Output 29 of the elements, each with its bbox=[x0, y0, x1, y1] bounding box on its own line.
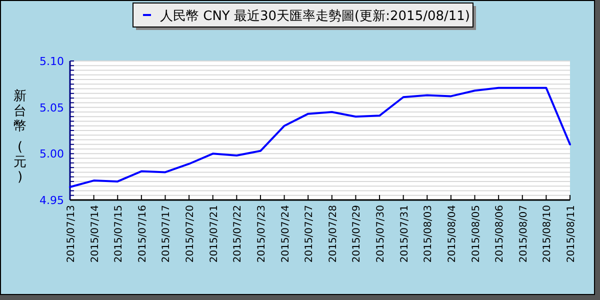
x-tick-label: 2015/07/31 bbox=[399, 205, 410, 263]
y-tick-label: 5.05 bbox=[40, 101, 64, 114]
x-tick-label: 2015/07/24 bbox=[280, 205, 292, 263]
x-tick-label: 2015/07/14 bbox=[90, 205, 101, 263]
x-tick-label: 2015/07/16 bbox=[137, 205, 148, 263]
y-axis-title: 新台幣 (元) bbox=[14, 89, 26, 185]
x-tick-label: 2015/07/13 bbox=[66, 205, 77, 263]
x-tick-label: 2015/07/15 bbox=[114, 205, 125, 263]
x-tick-label: 2015/08/04 bbox=[446, 205, 458, 263]
x-tick-label: 2015/07/17 bbox=[161, 205, 172, 263]
x-tick-label: 2015/08/10 bbox=[542, 205, 554, 263]
y-tick-label: 5.10 bbox=[40, 55, 64, 68]
x-tick-label: 2015/08/11 bbox=[566, 205, 577, 263]
x-tick-label: 2015/07/21 bbox=[208, 205, 220, 263]
x-tick-label: 2015/07/20 bbox=[185, 205, 196, 263]
x-tick-label: 2015/07/29 bbox=[352, 205, 363, 263]
x-tick-label: 2015/07/23 bbox=[256, 205, 268, 263]
x-tick-label: 2015/08/07 bbox=[518, 205, 530, 263]
x-tick-label: 2015/07/30 bbox=[376, 205, 387, 263]
y-tick-label: 4.95 bbox=[40, 194, 64, 207]
line-series bbox=[69, 86, 571, 188]
x-tick-label: 2015/07/27 bbox=[304, 205, 316, 263]
x-tick-label: 2015/08/05 bbox=[470, 205, 482, 263]
x-tick-label: 2015/08/06 bbox=[494, 205, 506, 263]
x-tick-label: 2015/08/03 bbox=[423, 205, 434, 263]
y-tick-label: 5.00 bbox=[40, 148, 64, 161]
x-tick-label: 2015/07/28 bbox=[328, 205, 339, 263]
legend-label: 人民幣 CNY 最近30天匯率走勢圖(更新:2015/08/11) bbox=[160, 8, 470, 24]
x-tick-label: 2015/07/22 bbox=[232, 205, 244, 263]
